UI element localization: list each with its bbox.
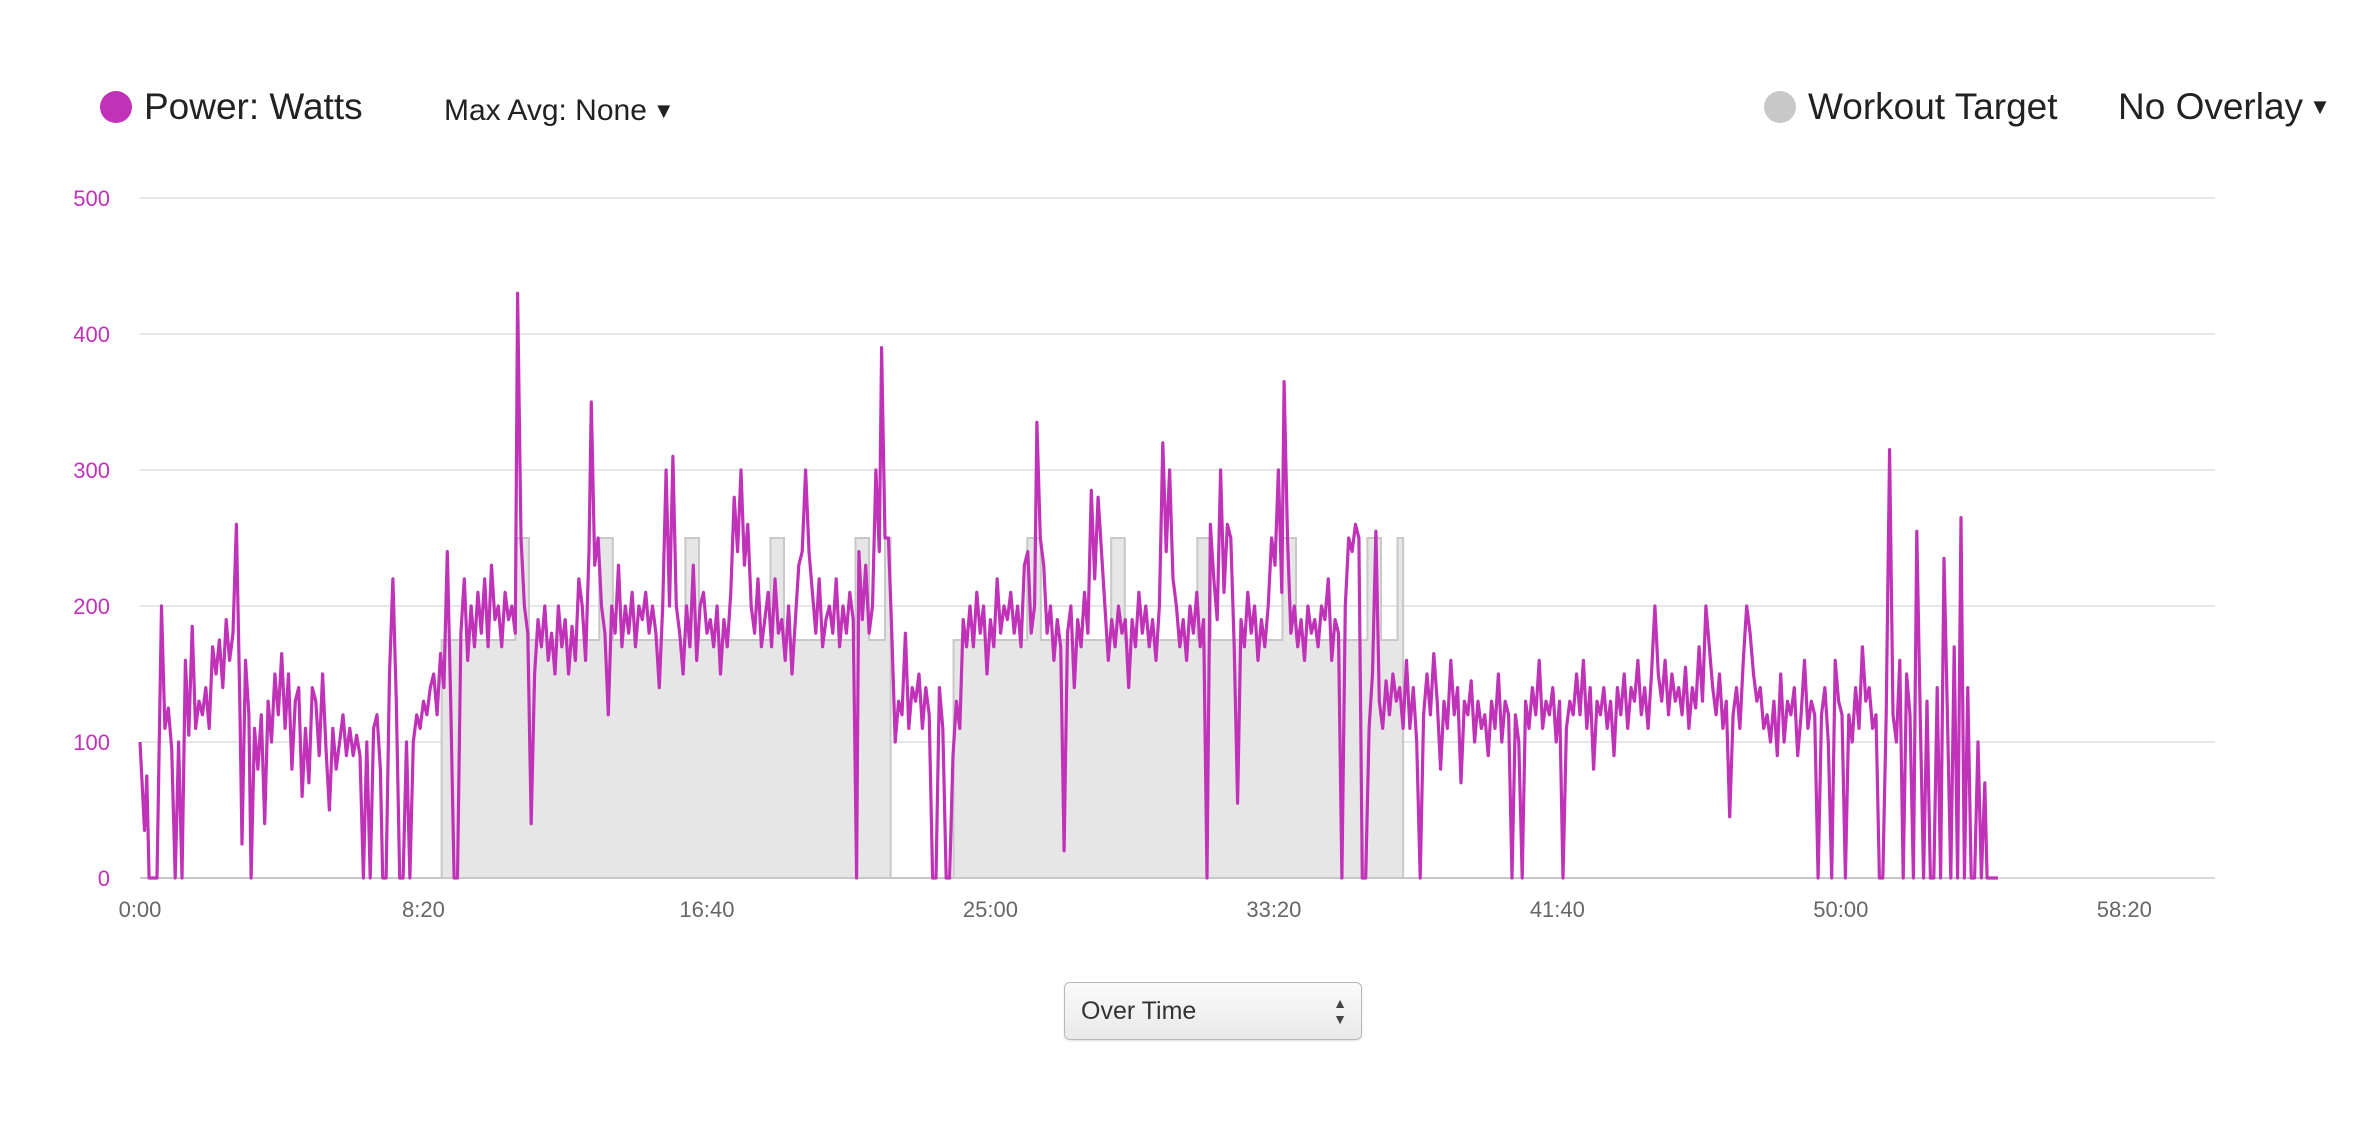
y-tick-label: 500	[73, 186, 110, 211]
legend-workout-target[interactable]: Workout Target	[1764, 86, 2058, 128]
y-tick-label: 0	[98, 866, 110, 891]
y-tick-label: 200	[73, 594, 110, 619]
overlay-dropdown[interactable]: No Overlay ▼	[2118, 86, 2331, 128]
y-tick-label: 300	[73, 458, 110, 483]
power-series-line	[138, 291, 1998, 880]
x-tick-label: 58:20	[2097, 897, 2152, 922]
updown-arrows-icon: ▲ ▼	[1333, 995, 1347, 1027]
x-tick-label: 41:40	[1530, 897, 1585, 922]
max-avg-label: Max Avg: None	[444, 94, 647, 127]
x-tick-label: 50:00	[1813, 897, 1868, 922]
legend-target-label: Workout Target	[1808, 86, 2058, 127]
y-tick-label: 100	[73, 730, 110, 755]
x-tick-label: 33:20	[1246, 897, 1301, 922]
power-chart: 0 100 200 300 400 500 0:00 8:20 16:40 25:00 33:20…	[73, 186, 2215, 922]
x-tick-label: 16:40	[679, 897, 734, 922]
power-dot-icon	[100, 91, 132, 123]
legend-power-label: Power: Watts	[144, 86, 363, 127]
y-tick-label: 400	[73, 322, 110, 347]
workout-target-area	[140, 537, 1998, 879]
overlay-label: No Overlay	[2118, 86, 2304, 127]
view-mode-select[interactable]: Over Time ▲ ▼	[1064, 982, 1362, 1040]
caret-down-icon: ▼	[2309, 94, 2331, 119]
caret-down-icon: ▼	[652, 98, 675, 123]
x-tick-label: 0:00	[119, 897, 162, 922]
workout-target-series	[140, 537, 1998, 879]
max-avg-dropdown[interactable]: Max Avg: None ▼	[444, 94, 675, 128]
x-axis-ticks: 0:00 8:20 16:40 25:00 33:20 41:40 50:00 58:20	[119, 897, 2152, 922]
power-series	[138, 291, 1998, 880]
x-tick-label: 8:20	[402, 897, 445, 922]
y-axis-ticks: 0 100 200 300 400 500	[73, 186, 110, 891]
legend-power[interactable]: Power: Watts	[100, 86, 363, 128]
view-mode-value: Over Time	[1081, 996, 1197, 1025]
x-tick-label: 25:00	[963, 897, 1018, 922]
target-dot-icon	[1764, 91, 1796, 123]
